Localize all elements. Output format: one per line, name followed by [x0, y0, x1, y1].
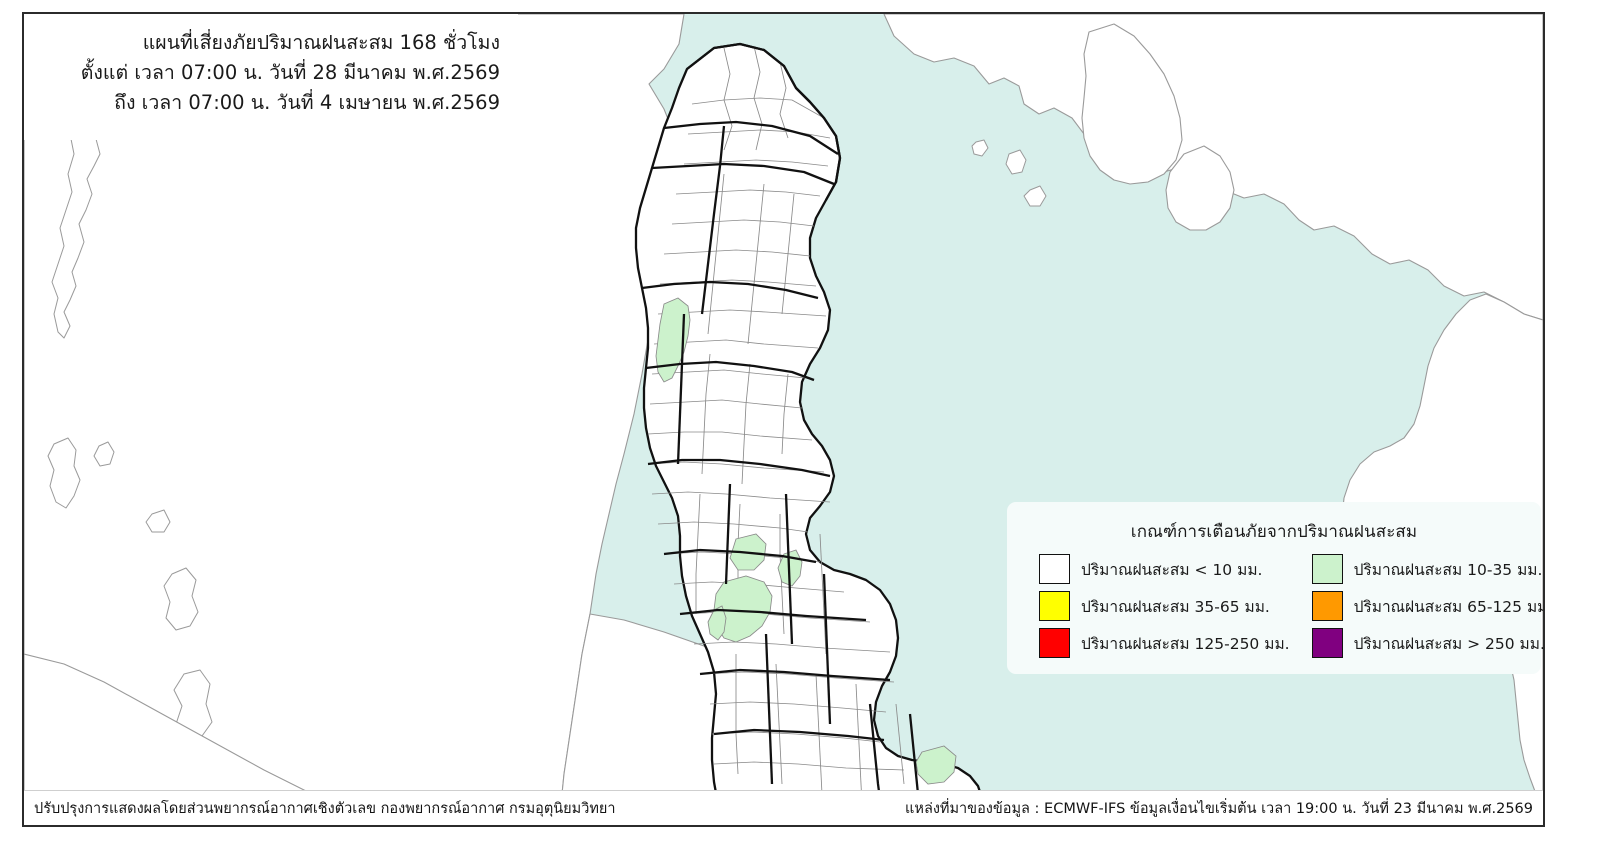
- map-frame: .sea { fill:#d8efeb; } .land { fill:#fff…: [22, 12, 1545, 827]
- legend-swatch-10-35: [1311, 554, 1343, 584]
- province-boundaries: [641, 42, 920, 815]
- footer-attribution: ปรับปรุงการแสดงผลโดยส่วนพยากรณ์อากาศเชิง…: [34, 801, 616, 817]
- legend-swatch-35-65: [1039, 591, 1070, 621]
- legend-item-lt10[interactable]: ปริมาณฝนสะสม < 10 มม.: [1023, 554, 1290, 584]
- highlight-region: [707, 605, 727, 641]
- legend-swatch-lt10: [1039, 554, 1070, 584]
- legend-label-gt250: ปริมาณฝนสะสม > 250 มม.: [1353, 634, 1545, 653]
- legend-swatch-125-250: [1039, 628, 1070, 658]
- legend-item-gt250[interactable]: ปริมาณฝนสะสม > 250 มม.: [1296, 628, 1545, 658]
- title-line-3: ถึง เวลา 07:00 น. วันที่ 4 เมษายน พ.ศ.25…: [114, 91, 500, 115]
- footer-data-source: แหล่งที่มาของข้อมูล : ECMWF-IFS ข้อมูลเง…: [905, 801, 1533, 817]
- legend-label-10-35: ปริมาณฝนสะสม 10-35 มม.: [1353, 560, 1543, 579]
- highlight-region: [915, 745, 957, 785]
- legend-label-125-250: ปริมาณฝนสะสม 125-250 มม.: [1081, 634, 1290, 653]
- map-canvas[interactable]: .sea { fill:#d8efeb; } .land { fill:#fff…: [24, 14, 1543, 825]
- rainfall-highlight-regions: [655, 297, 957, 785]
- legend-item-65-125[interactable]: ปริมาณฝนสะสม 65-125 มม.: [1296, 591, 1545, 621]
- legend-item-35-65[interactable]: ปริมาณฝนสะสม 35-65 มม.: [1023, 591, 1290, 621]
- map-vector: .sea { fill:#d8efeb; } .land { fill:#fff…: [24, 14, 1543, 825]
- legend-swatch-65-125: [1311, 591, 1343, 621]
- legend-label-lt10: ปริมาณฝนสะสม < 10 มม.: [1081, 560, 1263, 579]
- neighbor-landmasses: [24, 14, 1543, 825]
- title-line-1: แผนที่เสี่ยงภัยปริมาณฝนสะสม 168 ชั่วโมง: [142, 31, 500, 54]
- legend-item-10-35[interactable]: ปริมาณฝนสะสม 10-35 มม.: [1296, 554, 1543, 584]
- map-footer: ปรับปรุงการแสดงผลโดยส่วนพยากรณ์อากาศเชิง…: [24, 790, 1543, 825]
- legend-item-125-250[interactable]: ปริมาณฝนสะสม 125-250 มม.: [1023, 628, 1290, 658]
- legend-heading: เกณฑ์การเตือนภัยจากปริมาณฝนสะสม: [1130, 522, 1418, 542]
- legend-grid: ปริมาณฝนสะสม < 10 มม. ปริมาณฝนสะสม 10-35…: [1023, 554, 1543, 658]
- highlight-region: [655, 297, 691, 383]
- legend-swatch-gt250: [1311, 628, 1343, 658]
- legend-label-35-65: ปริมาณฝนสะสม 35-65 มม.: [1081, 597, 1270, 616]
- legend-label-65-125: ปริมาณฝนสะสม 65-125 มม.: [1353, 597, 1545, 616]
- legend-panel: เกณฑ์การเตือนภัยจากปริมาณฝนสะสม ปริมาณฝน…: [1007, 502, 1543, 674]
- map-title-panel: แผนที่เสี่ยงภัยปริมาณฝนสะสม 168 ชั่วโมง …: [24, 14, 518, 140]
- title-line-2: ตั้งแต่ เวลา 07:00 น. วันที่ 28 มีนาคม พ…: [80, 61, 500, 85]
